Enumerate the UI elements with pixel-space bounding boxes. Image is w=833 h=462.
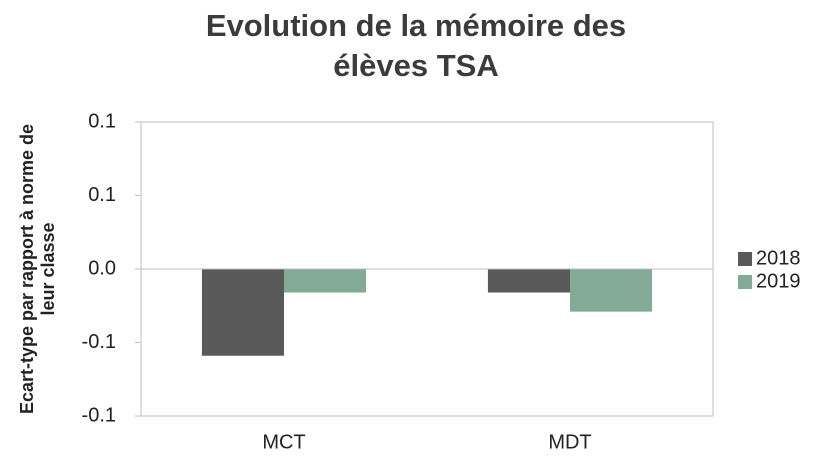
legend-swatch bbox=[738, 252, 752, 266]
bar bbox=[284, 269, 367, 293]
y-tick-label: -0.1 bbox=[82, 331, 116, 353]
chart-title: Evolution de la mémoire des élèves TSA bbox=[205, 8, 627, 83]
y-tick-label: 0.1 bbox=[88, 184, 116, 206]
y-tick-label: 0.0 bbox=[88, 257, 116, 279]
legend-swatch bbox=[738, 275, 752, 289]
legend-label: 2018 bbox=[756, 247, 801, 269]
legend-label: 2019 bbox=[756, 270, 801, 292]
x-tick-label: MCT bbox=[262, 431, 305, 453]
y-tick-label: -0.1 bbox=[82, 404, 116, 426]
x-tick-label: MDT bbox=[548, 431, 591, 453]
bar bbox=[570, 269, 653, 312]
bar bbox=[487, 269, 570, 293]
bar bbox=[201, 269, 284, 356]
y-tick-label: 0.1 bbox=[88, 110, 116, 132]
